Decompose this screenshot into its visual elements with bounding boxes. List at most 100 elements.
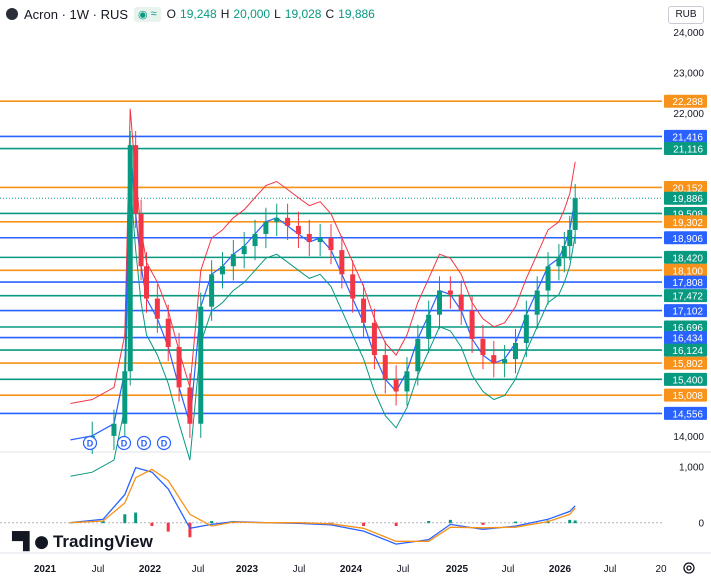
- candle-body[interactable]: [263, 221, 269, 234]
- oscillator-histogram-bar: [427, 521, 431, 524]
- candle-body[interactable]: [165, 318, 171, 348]
- candle-body[interactable]: [133, 145, 139, 214]
- candle-body[interactable]: [144, 266, 150, 299]
- oscillator-histogram-bar: [513, 521, 517, 524]
- candle-body[interactable]: [317, 238, 323, 243]
- ohlc-low-value: 19,028: [284, 7, 322, 21]
- candle-body[interactable]: [437, 290, 443, 315]
- oscillator-histogram-bar: [101, 521, 105, 524]
- candle-body[interactable]: [274, 217, 280, 222]
- ohlc-close-key: C: [325, 7, 335, 21]
- candle-body[interactable]: [198, 306, 204, 424]
- oscillator-histogram-bar: [188, 522, 192, 538]
- candle-body[interactable]: [572, 198, 578, 230]
- currency-button[interactable]: RUB: [668, 6, 704, 24]
- level-label-bg: [664, 372, 707, 386]
- level-label-bg: [664, 263, 707, 277]
- candle-body[interactable]: [127, 145, 133, 372]
- ohlc-high-key: H: [220, 7, 230, 21]
- level-label: 18,420: [672, 253, 703, 264]
- level-label-bg: [664, 275, 707, 289]
- candle-body[interactable]: [285, 217, 291, 226]
- status-badge[interactable]: ◉ ≈: [134, 6, 161, 22]
- level-label-bg: [664, 129, 707, 143]
- oscillator-histogram-bar: [362, 522, 366, 526]
- time-tick-label: 2024: [340, 564, 363, 575]
- oscillator-histogram-bar: [481, 522, 485, 525]
- candle-body[interactable]: [404, 371, 410, 392]
- candle-body[interactable]: [252, 233, 258, 247]
- level-label: 17,472: [672, 292, 703, 303]
- level-label-bg: [664, 343, 707, 357]
- candle-body[interactable]: [447, 290, 453, 295]
- candle-body[interactable]: [382, 355, 388, 380]
- chart-header: Acron · 1W · RUS ◉ ≈ O 19,248 H 20,000 L 19…: [6, 4, 375, 24]
- oscillator-tick-label: 0: [698, 519, 704, 530]
- gear-icon[interactable]: [682, 561, 696, 575]
- candle-body[interactable]: [458, 294, 464, 311]
- tradingview-logo[interactable]: ▀▌● TradingView: [12, 532, 153, 552]
- level-label: 16,434: [672, 334, 703, 345]
- candle-body[interactable]: [393, 379, 399, 392]
- oscillator-histogram-bar: [568, 519, 572, 524]
- price-tick-label: 23,000: [673, 68, 704, 79]
- symbol-logo-icon: [6, 8, 18, 20]
- candle-body[interactable]: [209, 274, 215, 307]
- time-tick-label: 2025: [446, 564, 469, 575]
- candle-body[interactable]: [295, 225, 301, 234]
- candle-body[interactable]: [230, 254, 236, 267]
- dividend-marker[interactable]: [82, 435, 98, 451]
- candle-body[interactable]: [350, 274, 356, 299]
- candle-body[interactable]: [339, 250, 345, 275]
- candle-body[interactable]: [241, 246, 247, 255]
- level-label: 16,696: [672, 323, 703, 334]
- ohlc-high-value: 20,000: [233, 7, 271, 21]
- candle-body[interactable]: [111, 423, 117, 436]
- candle-body[interactable]: [561, 246, 567, 259]
- dividend-marker[interactable]: [136, 435, 152, 451]
- candle-body[interactable]: [534, 290, 540, 315]
- level-label: 18,100: [672, 266, 703, 277]
- level-label-bg: [664, 142, 707, 156]
- candle-body[interactable]: [138, 213, 144, 267]
- candle-body[interactable]: [219, 266, 225, 275]
- level-label: 21,116: [673, 145, 703, 156]
- level-label: 17,808: [672, 278, 703, 289]
- candle-body[interactable]: [426, 314, 432, 339]
- tradingview-logo-icon: ▀▌●: [12, 532, 49, 552]
- candle-body[interactable]: [469, 310, 475, 339]
- level-label: 19,508: [672, 209, 703, 220]
- candle-body[interactable]: [512, 342, 518, 360]
- symbol-title[interactable]: Acron · 1W · RUS: [24, 6, 129, 22]
- candle-body[interactable]: [415, 338, 421, 372]
- candle-body[interactable]: [154, 298, 160, 319]
- candle-body[interactable]: [556, 258, 562, 267]
- signal-line: [70, 468, 576, 542]
- level-label: 18,906: [672, 234, 703, 245]
- candle-body[interactable]: [567, 229, 573, 247]
- dividend-marker[interactable]: [116, 435, 132, 451]
- candle-body[interactable]: [361, 298, 367, 323]
- dividend-marker[interactable]: [156, 435, 172, 451]
- level-label-bg: [664, 231, 707, 245]
- level-label: 20,152: [672, 183, 703, 194]
- candle-body[interactable]: [371, 322, 377, 356]
- dividend-marker-label: D: [121, 439, 128, 449]
- candle-body[interactable]: [523, 314, 529, 343]
- time-tick-label: Jul: [604, 564, 617, 575]
- candle-body[interactable]: [545, 266, 551, 291]
- dividend-marker-label: D: [87, 439, 94, 449]
- candle-body[interactable]: [187, 387, 193, 424]
- level-label: 15,400: [672, 375, 703, 386]
- candle-body[interactable]: [328, 238, 334, 251]
- candle-body[interactable]: [491, 355, 497, 364]
- candle-body[interactable]: [480, 338, 486, 356]
- candle-body[interactable]: [306, 233, 312, 243]
- candle-body[interactable]: [122, 371, 128, 424]
- candle-body[interactable]: [502, 359, 508, 364]
- time-tick-label: 20: [655, 564, 667, 575]
- time-tick-label: 2022: [139, 564, 162, 575]
- candle-body[interactable]: [176, 347, 182, 388]
